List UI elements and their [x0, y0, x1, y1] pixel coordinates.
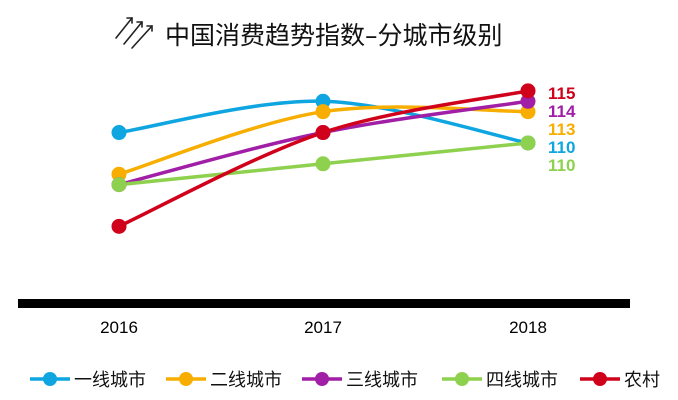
end-value-label: 113	[548, 120, 575, 139]
data-point	[315, 104, 331, 120]
legend-label: 一线城市	[74, 370, 146, 391]
x-tick-label: 2016	[100, 318, 138, 337]
data-point	[315, 93, 331, 109]
data-point	[520, 104, 536, 120]
data-point	[520, 93, 536, 109]
data-point	[111, 166, 127, 182]
legend-swatch-dot	[593, 372, 607, 386]
trend-arrows-icon	[115, 17, 153, 49]
data-point	[111, 218, 127, 234]
series-points	[111, 83, 536, 234]
x-axis-ticks: 2016 2017 2018	[100, 318, 547, 337]
data-point	[520, 135, 536, 151]
legend-label: 二线城市	[210, 370, 282, 391]
end-value-label: 110	[548, 138, 575, 157]
chart-title: 中国消费趋势指数–分城市级别	[165, 21, 503, 50]
legend: 一线城市 二线城市 三线城市 四线城市 农村	[30, 370, 660, 391]
data-point	[315, 156, 331, 172]
end-value-label: 115	[548, 84, 575, 103]
end-value-label: 110	[548, 156, 575, 175]
data-point	[111, 177, 127, 193]
x-axis-bar	[18, 299, 630, 308]
x-tick-label: 2017	[304, 318, 342, 337]
x-tick-label: 2018	[509, 318, 547, 337]
legend-swatch-dot	[43, 372, 57, 386]
data-point	[520, 83, 536, 99]
legend-label: 三线城市	[346, 370, 418, 391]
legend-swatch-dot	[315, 372, 329, 386]
legend-swatch-dot	[179, 372, 193, 386]
legend-swatch-dot	[455, 372, 469, 386]
data-point	[315, 125, 331, 141]
end-value-label: 114	[548, 102, 576, 121]
legend-label: 四线城市	[486, 370, 558, 391]
legend-label: 农村	[624, 370, 660, 391]
data-point	[111, 125, 127, 141]
